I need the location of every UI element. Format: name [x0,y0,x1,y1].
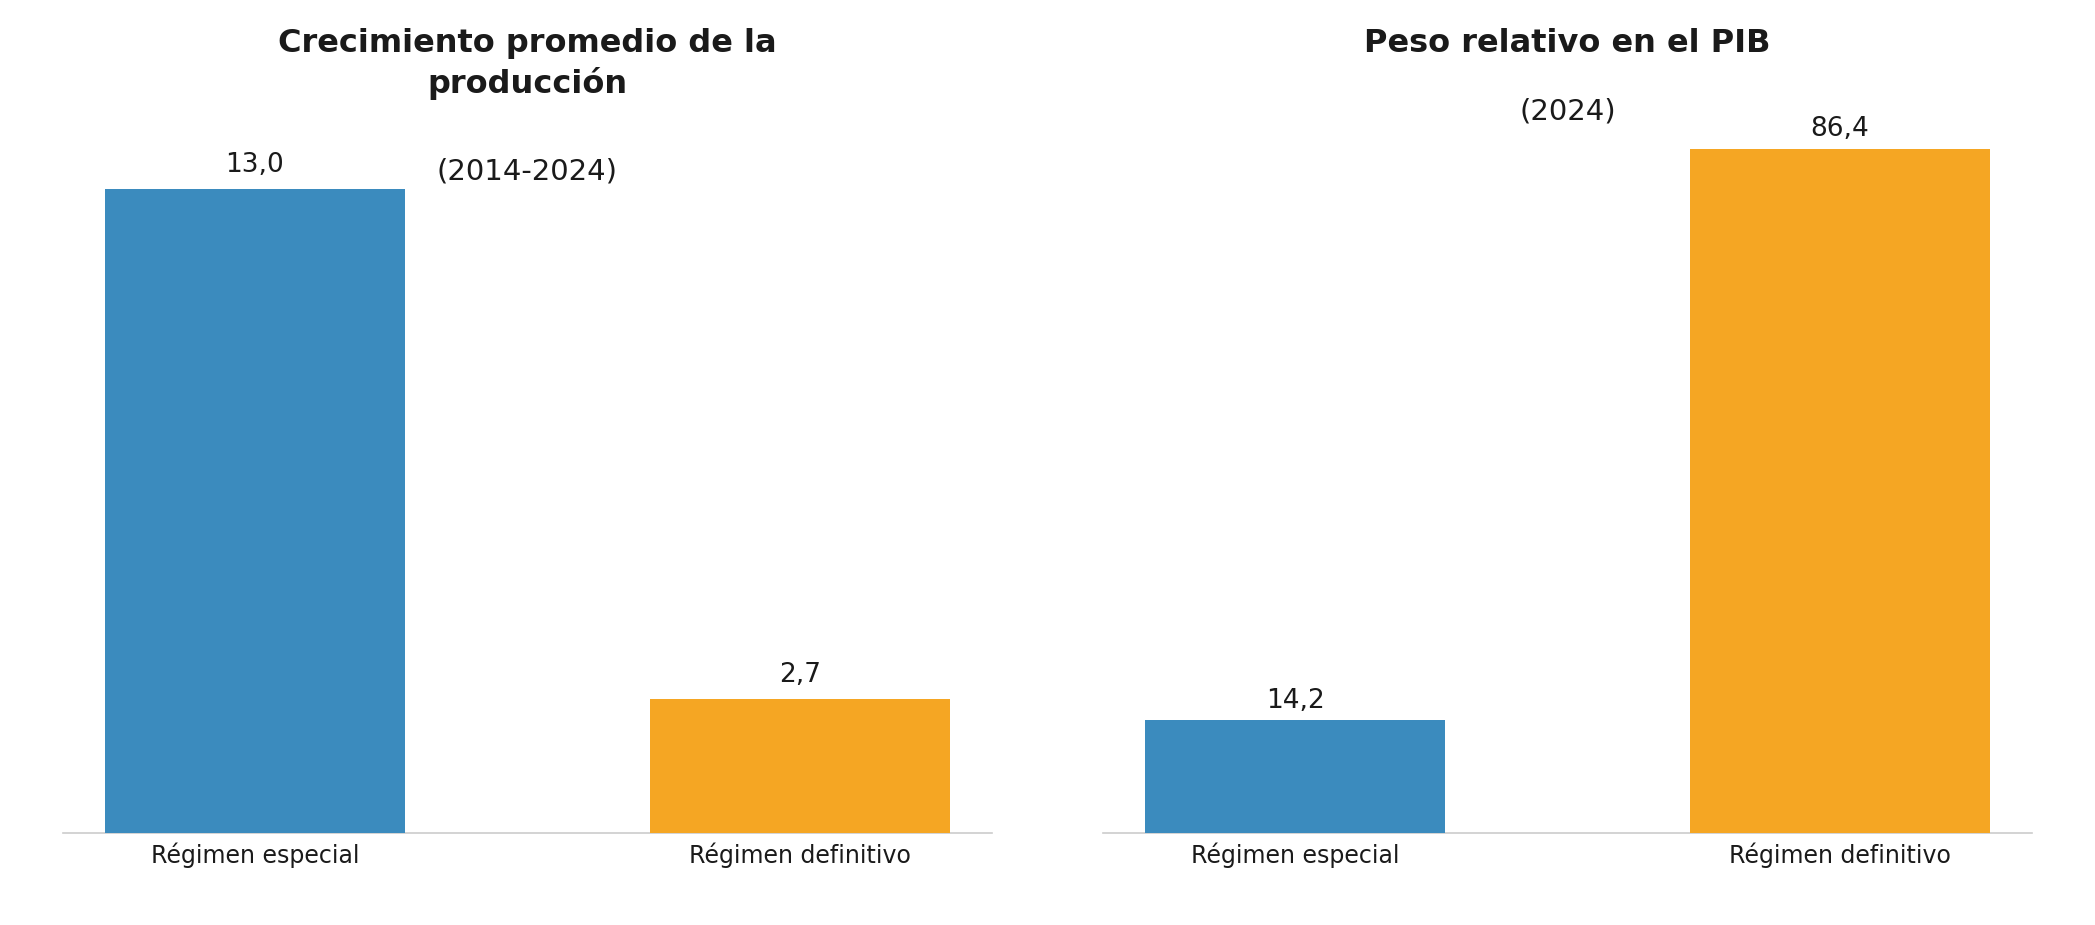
Text: 86,4: 86,4 [1810,117,1869,142]
Text: (2024): (2024) [1519,97,1615,125]
Bar [1691,149,1990,832]
Text: Crecimiento promedio de la
producción: Crecimiento promedio de la producción [279,28,777,100]
Text: Peso relativo en el PIB: Peso relativo en el PIB [1364,28,1770,59]
Text: 2,7: 2,7 [779,662,821,688]
Text: 14,2: 14,2 [1265,688,1324,714]
Text: (2014-2024): (2014-2024) [438,157,618,185]
Bar [105,189,404,832]
Text: 13,0: 13,0 [226,152,285,178]
Bar [1146,720,1446,832]
Bar [649,698,949,832]
